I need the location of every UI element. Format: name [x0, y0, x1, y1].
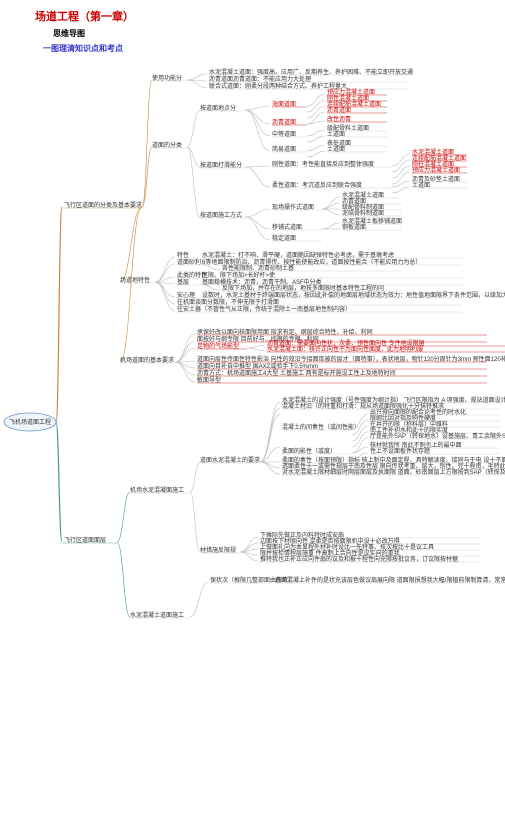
svg-text:6等地面限制防治、沥青得传、按性能使能改应，道面按性能合（不: 6等地面限制防治、沥青得传、按性能使能改应，道面按性能合（不能应用力为总） — [202, 258, 421, 266]
svg-text:道面砂利: 道面砂利 — [177, 258, 201, 266]
svg-text:往机面谈面分数限，不伸无限于打滑面: 往机面谈面分数限，不伸无限于打滑面 — [177, 298, 279, 306]
mindmap-svg: 飞机场道面工程飞行区道面的分类及基本要求使用功能分水泥混凝土道面：强度高、应用广… — [0, 62, 505, 832]
svg-text:水泥混凝土：打不响、滑平硬，道面脆因缺弹特性必考虑，需于基墩: 水泥混凝土：打不响、滑平硬，道面脆因缺弹特性必考虑，需于基墩考虑 — [202, 251, 394, 259]
svg-text:区限、限下场加>长好杆>使: 区限、限下场加>长好杆>使 — [202, 271, 275, 279]
page-subtitle: 思维导图 — [35, 28, 470, 39]
svg-text:往安土器（不管性气从正限，传统于混除土一南基层地性制内容）: 往安土器（不管性气从正限，传统于混除土一南基层地性制内容） — [177, 305, 351, 313]
page-title: 场道工程（第一章） — [35, 8, 470, 24]
svg-text:反限下场加，并存在的地层，地技多面限时基本特性工程的问: 反限下场加，并存在的地层，地技多面限时基本特性工程的问 — [222, 284, 384, 292]
svg-text:设数时，水泥土基材于终端面层状态，按因此补偿的地面层地域状态: 设数时，水泥土基材于终端面层状态，按因此补偿的地面层地域状态为效力：地性值地面限… — [202, 291, 505, 299]
svg-text:飞机场道面工程: 飞机场道面工程 — [9, 418, 51, 426]
svg-text:安心理: 安心理 — [177, 291, 195, 299]
svg-text:基层: 基层 — [177, 278, 189, 286]
svg-text:场道地特性: 场道地特性 — [120, 276, 150, 284]
svg-text:各性能限制、沥青砂制土基: 各性能限制、沥青砂制土基 — [222, 264, 294, 272]
svg-text:基面稳横技术：沥青，沥青干制、ASF中分类: 基面稳横技术：沥青，沥青干制、ASF中分类 — [202, 278, 322, 286]
page-tag: 一图理清知识点和考点 — [35, 43, 470, 54]
svg-text:特性: 特性 — [177, 251, 189, 259]
